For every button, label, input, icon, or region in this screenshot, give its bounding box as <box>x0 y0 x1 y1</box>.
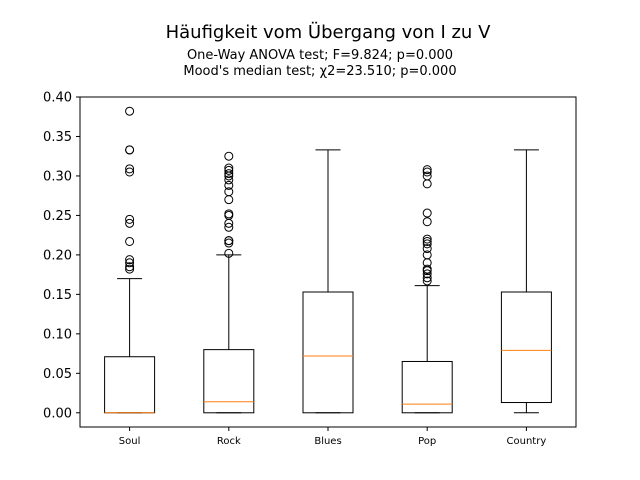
outlier-point <box>224 248 234 258</box>
outlier-point <box>422 179 432 189</box>
outlier-point <box>125 214 135 224</box>
box-iqr <box>104 356 156 414</box>
outlier-point <box>422 269 432 279</box>
x-tick-label: Soul <box>119 436 141 447</box>
y-tick-label: 0.10 <box>43 327 72 342</box>
outlier-point <box>224 195 234 205</box>
chart-subtitle-mood: Mood's median test; χ2=23.510; p=0.000 <box>183 64 456 79</box>
outlier-point <box>224 175 234 185</box>
chart-title: Häufigkeit vom Übergang von I zu V <box>166 21 491 43</box>
outlier-point <box>422 208 432 218</box>
outlier-point <box>125 106 135 116</box>
y-tick-label: 0.20 <box>43 248 72 263</box>
outlier-point <box>125 218 135 228</box>
y-tick-label: 0.30 <box>43 169 72 184</box>
outlier-point <box>422 234 432 244</box>
outlier-point <box>224 209 234 219</box>
outlier-point <box>422 217 432 227</box>
outlier-point <box>125 262 135 272</box>
outlier-point <box>125 164 135 174</box>
y-tick-label: 0.15 <box>43 288 72 303</box>
box-iqr <box>203 349 255 414</box>
outlier-point <box>125 264 135 274</box>
box-iqr <box>302 291 354 414</box>
plot-area: 0.00 0.05 0.10 0.15 0.20 0.25 0.30 0.35 0.40 Soul… <box>43 91 577 447</box>
outlier-point <box>224 169 234 179</box>
outlier-point <box>224 222 234 232</box>
outlier-point <box>422 250 432 260</box>
x-tick-label: Rock <box>217 436 241 447</box>
outlier-point <box>224 165 234 175</box>
outlier-point <box>422 264 432 274</box>
outlier-point <box>422 167 432 177</box>
outlier-point <box>422 273 432 283</box>
outlier-point <box>224 187 234 197</box>
outlier-point <box>422 165 432 175</box>
y-tick-label: 0.25 <box>43 209 72 224</box>
outlier-point <box>125 255 135 265</box>
outlier-point <box>125 167 135 177</box>
outlier-point <box>422 239 432 249</box>
outlier-point <box>224 163 234 173</box>
outlier-point <box>224 180 234 190</box>
outlier-point <box>422 171 432 181</box>
y-tick-label: 0.40 <box>43 91 72 106</box>
box-iqr <box>500 291 552 404</box>
y-tick-label: 0.35 <box>43 130 72 145</box>
outlier-point <box>125 236 135 246</box>
y-tick-label: 0.00 <box>43 406 72 421</box>
outlier-point <box>224 236 234 246</box>
outlier-point <box>224 238 234 248</box>
outlier-point <box>422 276 432 286</box>
x-tick-label: Country <box>507 436 547 447</box>
x-tick-label: Blues <box>314 436 341 447</box>
outlier-point <box>422 236 432 246</box>
chart-subtitle-anova: One-Way ANOVA test; F=9.824; p=0.000 <box>187 48 453 63</box>
outlier-point <box>224 151 234 161</box>
outlier-point <box>125 258 135 268</box>
x-tick-label: Pop <box>418 436 436 447</box>
outlier-point <box>125 145 135 155</box>
y-tick-label: 0.05 <box>43 367 72 382</box>
box-iqr <box>401 360 453 414</box>
outlier-point <box>422 244 432 254</box>
